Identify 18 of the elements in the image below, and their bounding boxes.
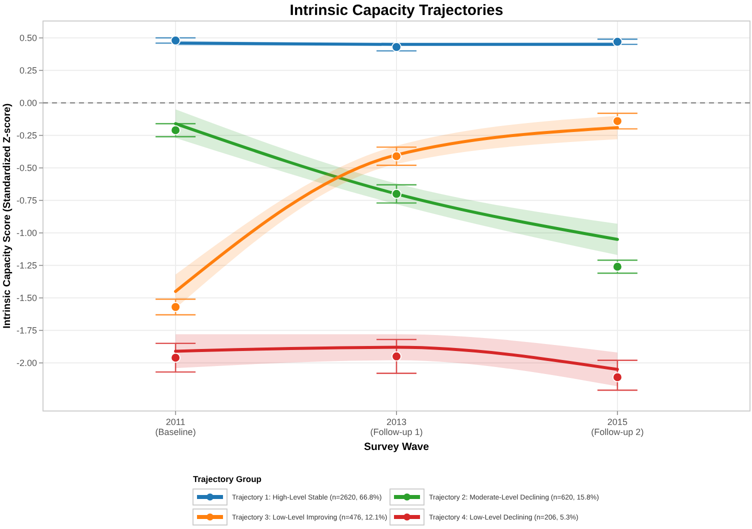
legend-title: Trajectory Group — [193, 474, 262, 484]
y-tick-label: -0.25 — [16, 130, 37, 141]
y-tick-label: -1.75 — [16, 326, 37, 336]
y-tick-label: 0.50 — [19, 33, 37, 44]
y-tick-label: -2.00 — [16, 358, 37, 368]
y-tick-label: -1.50 — [16, 293, 37, 304]
y-axis-title: Intrinsic Capacity Score (Standardized Z-score) — [2, 103, 13, 329]
y-tick-label: -1.25 — [16, 260, 37, 271]
y-tick-label: -1.00 — [16, 228, 37, 238]
x-tick-label: 2011 (Baseline) — [155, 417, 196, 437]
y-tick-label: 0.25 — [19, 66, 37, 76]
y-tick-label: -0.50 — [16, 163, 37, 174]
y-tick-label: -0.75 — [16, 196, 37, 206]
x-tick-label: 2013 (Follow-up 1) — [370, 417, 423, 437]
x-tick-label: 2015 (Follow-up 2) — [591, 417, 644, 437]
x-axis-title: Survey Wave — [364, 441, 430, 453]
chart-title: Intrinsic Capacity Trajectories — [290, 2, 504, 19]
y-tick-label: 0.00 — [19, 98, 37, 108]
